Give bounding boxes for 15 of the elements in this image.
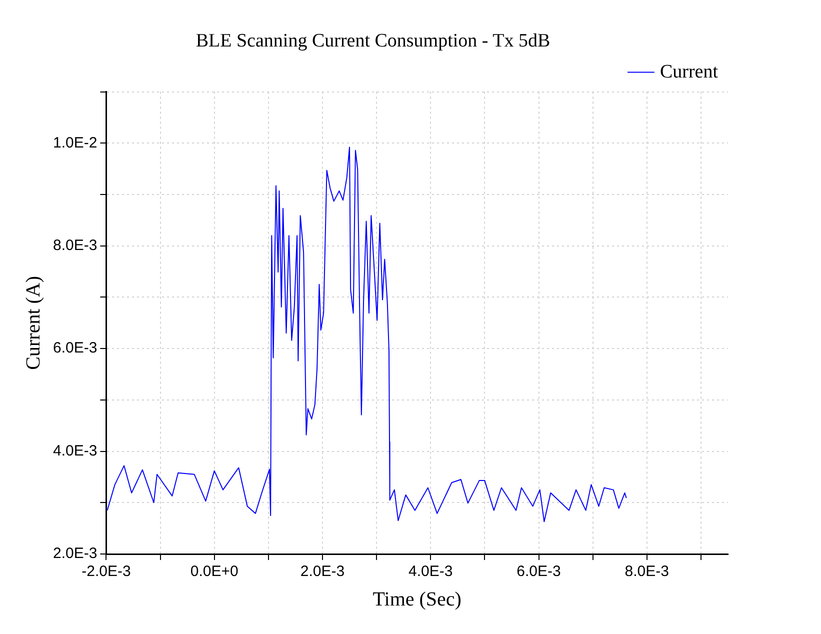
y-tick-label: 2.0E-3 [52,545,98,562]
y-tick-label: 1.0E-2 [52,134,98,152]
x-tick-label: 0.0E+0 [190,563,238,580]
x-tick-label: 6.0E-3 [516,563,561,580]
y-tick-label: 8.0E-3 [52,237,98,254]
x-tick-label: -2.0E-3 [82,563,131,580]
x-axis-title: Time (Sec) [372,588,462,610]
x-tick-label: 8.0E-3 [624,563,669,580]
chart-title: BLE Scanning Current Consumption - Tx 5dB [196,30,550,52]
y-tick-label: 4.0E-3 [52,442,98,460]
x-tick-label: 2.0E-3 [300,563,345,580]
x-tick-label: 4.0E-3 [408,563,453,580]
y-tick-label: 6.0E-3 [52,340,98,357]
y-axis-title: Current (A) [22,276,44,370]
legend-label: Current [660,61,719,82]
